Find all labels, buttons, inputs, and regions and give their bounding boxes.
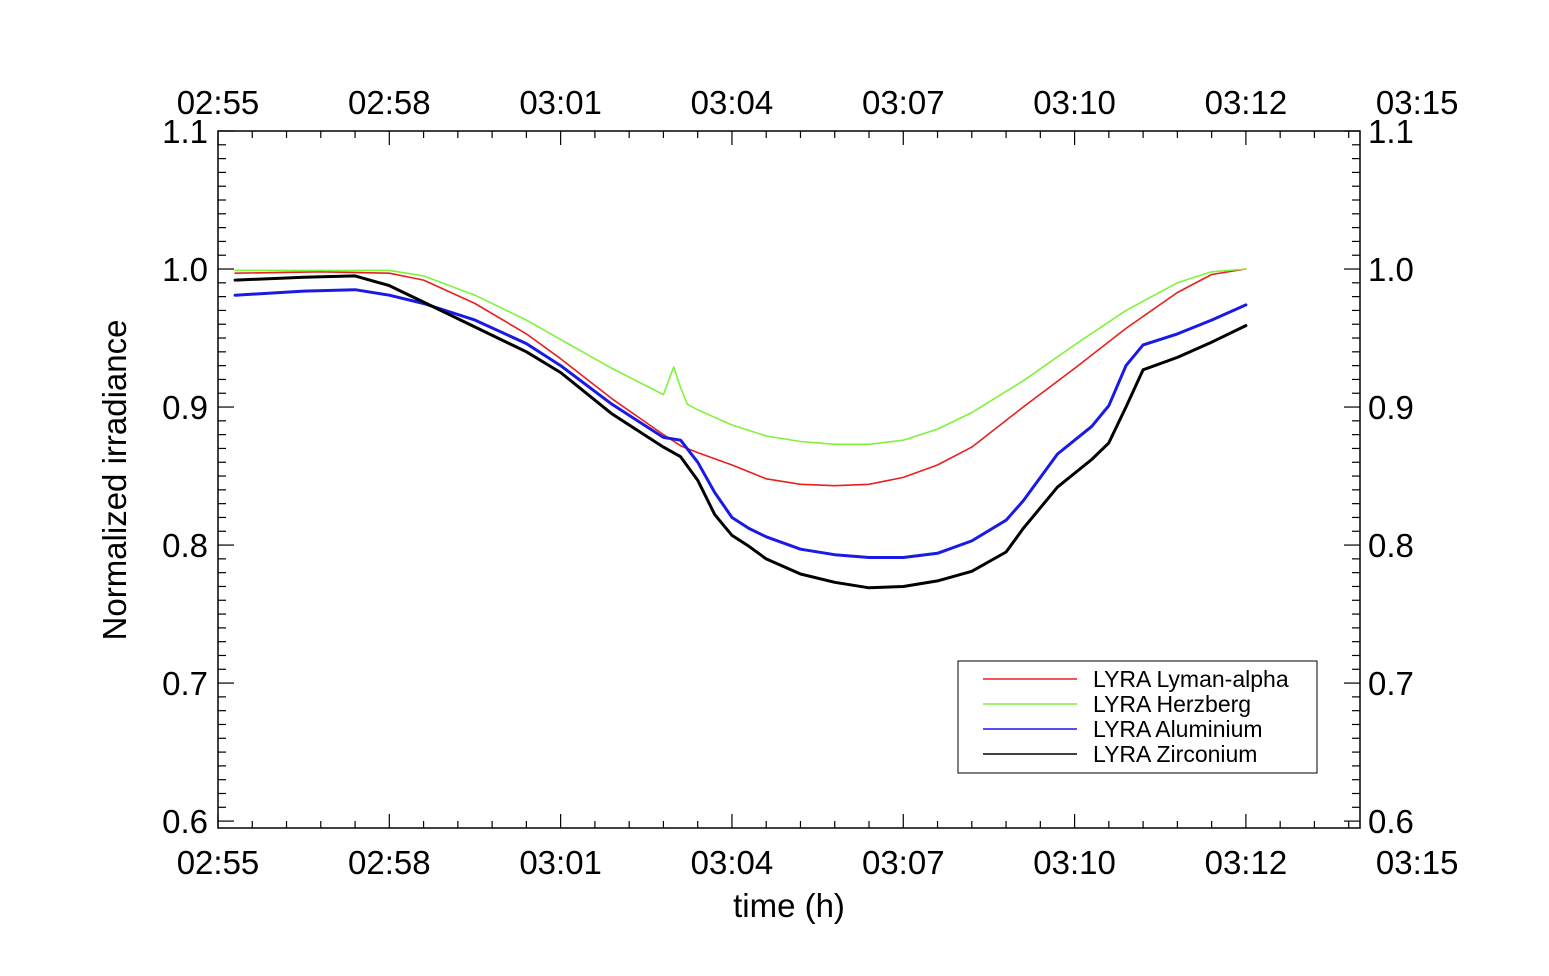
x-tick-label-bottom: 03:12 bbox=[1205, 844, 1288, 881]
x-tick-label-bottom: 03:04 bbox=[691, 844, 774, 881]
y-tick-label-right: 1.0 bbox=[1368, 251, 1414, 288]
y-axis-title: Normalized irradiance bbox=[96, 320, 133, 641]
legend-label-lyra-lyman-alpha: LYRA Lyman-alpha bbox=[1093, 666, 1289, 692]
x-tick-label-bottom: 03:15 bbox=[1376, 844, 1459, 881]
x-tick-label-top: 03:07 bbox=[862, 84, 945, 121]
y-tick-label-left: 1.0 bbox=[162, 251, 208, 288]
x-tick-label-top: 03:15 bbox=[1376, 84, 1459, 121]
y-tick-label-right: 0.7 bbox=[1368, 665, 1414, 702]
y-tick-label-left: 0.7 bbox=[162, 665, 208, 702]
data-series bbox=[233, 268, 1248, 590]
y-tick-label-right: 0.9 bbox=[1368, 389, 1414, 426]
x-tick-label-top: 02:58 bbox=[348, 84, 431, 121]
series-line-lyra-lyman-alpha bbox=[234, 268, 1247, 487]
x-tick-label-top: 03:01 bbox=[519, 84, 602, 121]
legend-label-lyra-herzberg: LYRA Herzberg bbox=[1093, 691, 1251, 717]
x-tick-label-top: 03:10 bbox=[1033, 84, 1116, 121]
x-tick-label-top: 03:12 bbox=[1205, 84, 1288, 121]
series-line-lyra-herzberg bbox=[234, 268, 1247, 446]
x-axis-title: time (h) bbox=[733, 887, 845, 924]
y-tick-label-right: 1.1 bbox=[1368, 113, 1414, 150]
y-tick-label-left: 0.6 bbox=[162, 803, 208, 840]
y-tick-label-left: 1.1 bbox=[162, 113, 208, 150]
x-tick-label-bottom: 03:10 bbox=[1033, 844, 1116, 881]
y-tick-label-left: 0.9 bbox=[162, 389, 208, 426]
plot-frame bbox=[217, 130, 1361, 829]
axis-ticks bbox=[217, 130, 1360, 828]
x-tick-label-bottom: 03:01 bbox=[519, 844, 602, 881]
x-tick-label-top: 02:55 bbox=[177, 84, 260, 121]
series-line-lyra-zirconium bbox=[233, 274, 1248, 590]
tick-labels: 02:55 02:55 02:58 02:58 03:01 03:01 03:04 03:04… bbox=[162, 84, 1458, 881]
x-tick-label-bottom: 02:58 bbox=[348, 844, 431, 881]
y-tick-label-left: 0.8 bbox=[162, 527, 208, 564]
x-tick-label-top: 03:04 bbox=[691, 84, 774, 121]
y-tick-label-right: 0.8 bbox=[1368, 527, 1414, 564]
series-line-lyra-aluminium bbox=[233, 288, 1248, 559]
y-tick-label-right: 0.6 bbox=[1368, 803, 1414, 840]
legend-label-lyra-aluminium: LYRA Aluminium bbox=[1093, 716, 1263, 742]
x-tick-label-bottom: 03:07 bbox=[862, 844, 945, 881]
x-tick-label-bottom: 02:55 bbox=[177, 844, 260, 881]
legend-label-lyra-zirconium: LYRA Zirconium bbox=[1093, 741, 1257, 767]
